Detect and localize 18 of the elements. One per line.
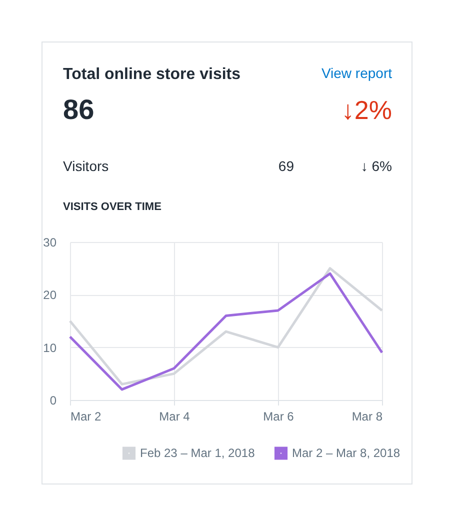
x-tick-label: Mar 4	[159, 410, 190, 424]
text: 69	[278, 158, 294, 174]
text: 86	[63, 94, 94, 125]
x-tick-label: Mar 8	[352, 410, 383, 424]
legend-label: Feb 23 – Mar 1, 2018	[140, 446, 256, 460]
text: VISITS OVER TIME	[63, 201, 162, 213]
y-tick-label: 30	[43, 236, 57, 250]
y-tick-label: 10	[43, 340, 57, 355]
y-tick-label: 20	[43, 288, 57, 302]
text: ↓ 6%	[360, 158, 392, 174]
text: View report	[321, 65, 392, 81]
x-tick-label: Mar 6	[263, 410, 294, 424]
x-tick-label: Mar 2	[70, 410, 102, 424]
text: Visitors	[63, 158, 109, 174]
y-tick-label: 0	[50, 394, 57, 408]
text: ↓2%	[341, 95, 392, 125]
legend-label: Mar 2 – Mar 8, 2018	[292, 446, 400, 460]
chart-title: Total online store visits	[63, 66, 241, 83]
